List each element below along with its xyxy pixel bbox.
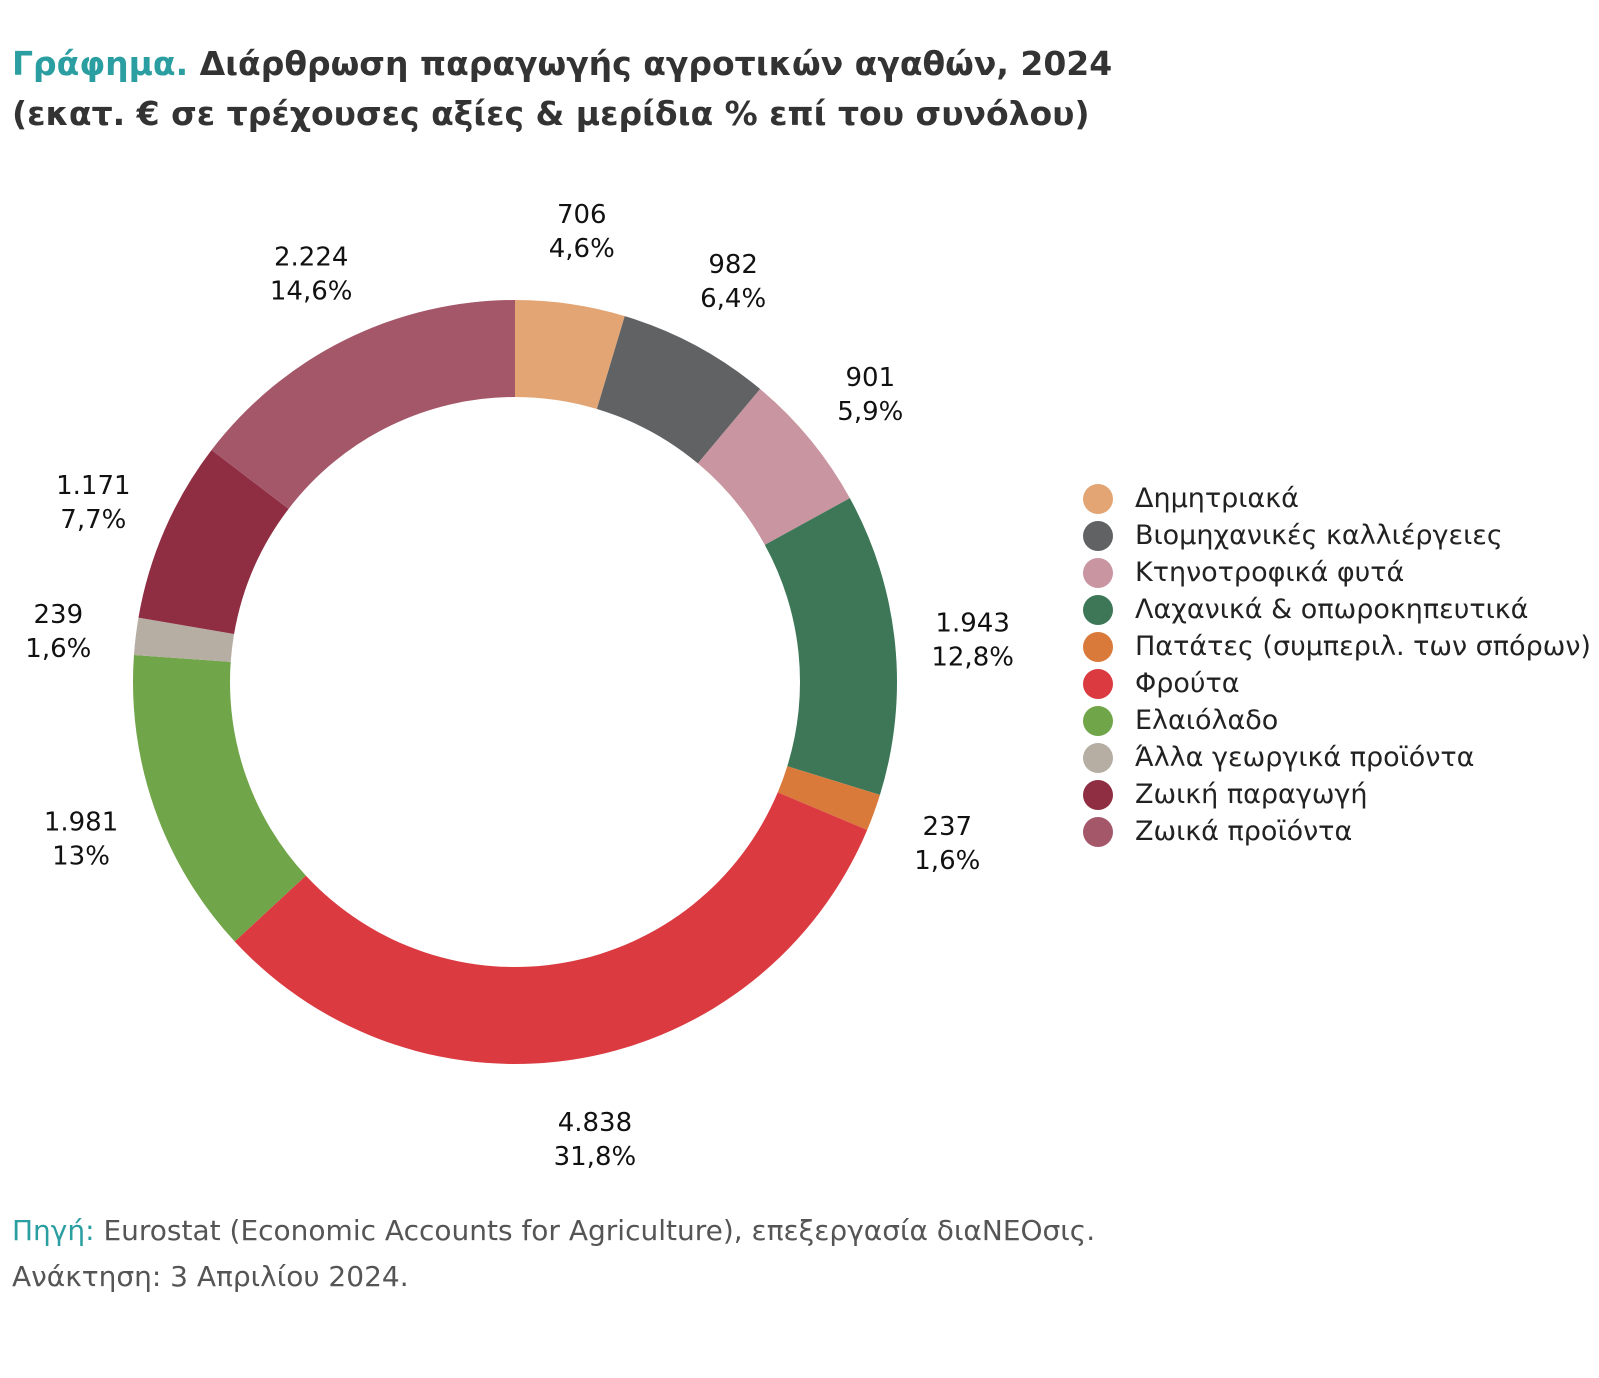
share-label-8: 7,7% [60,505,126,535]
value-label-5: 4.838 [558,1108,632,1138]
legend-swatch-0 [1083,483,1113,514]
value-label-7: 239 [33,600,83,630]
share-label-6: 13% [52,842,110,872]
legend-item-0: Δημητριακά [1083,480,1591,517]
slice-2 [697,389,850,545]
legend-item-2: Κτηνοτροφικά φυτά [1083,554,1591,591]
share-label-4: 1,6% [914,846,980,876]
legend-item-7: Άλλα γεωργικά προϊόντα [1083,739,1591,776]
legend-item-3: Λαχανικά & οπωροκηπευτικά [1083,591,1591,628]
value-label-0: 706 [557,200,607,230]
legend-item-4: Πατάτες (συμπεριλ. των σπόρων) [1083,628,1591,665]
chart-subtitle: (εκατ. € σε τρέχουσες αξίες & μερίδια % … [12,94,1090,133]
share-label-1: 6,4% [700,284,766,314]
chart-title-text: Διάρθρωση παραγωγής αγροτικών αγαθών, 20… [199,44,1113,83]
legend-label-2: Κτηνοτροφικά φυτά [1135,557,1405,588]
legend-label-1: Βιομηχανικές καλλιέργειες [1135,520,1503,551]
legend-label-8: Ζωική παραγωγή [1135,779,1368,810]
value-label-6: 1.981 [44,808,118,838]
source-note: Πηγή: Eurostat (Economic Accounts for Ag… [12,1208,1095,1300]
legend-swatch-9 [1083,816,1113,847]
share-label-7: 1,6% [25,634,91,664]
legend-swatch-8 [1083,779,1113,810]
legend-label-4: Πατάτες (συμπεριλ. των σπόρων) [1135,631,1591,662]
share-label-5: 31,8% [554,1142,637,1172]
legend-label-3: Λαχανικά & οπωροκηπευτικά [1135,594,1529,625]
slice-5 [234,792,868,1064]
slice-1 [596,316,761,464]
legend-label-6: Ελαιόλαδο [1135,705,1279,736]
value-label-3: 1.943 [935,609,1009,639]
legend-swatch-7 [1083,742,1113,773]
share-label-9: 14,6% [270,277,353,307]
legend-swatch-5 [1083,668,1113,699]
value-label-4: 237 [922,812,972,842]
slice-0 [515,300,625,410]
chart-title: Γράφημα. Διάρθρωση παραγωγής αγροτικών α… [12,40,1112,88]
slice-4 [777,766,880,830]
value-label-2: 901 [846,363,896,393]
source-text: Eurostat (Economic Accounts for Agricult… [103,1214,1096,1247]
legend-item-5: Φρούτα [1083,665,1591,702]
slice-8 [138,449,289,634]
legend-item-1: Βιομηχανικές καλλιέργειες [1083,517,1591,554]
value-label-9: 2.224 [274,243,348,273]
chart-title-prefix: Γράφημα. [12,44,189,83]
slice-6 [133,654,306,942]
slice-3 [764,498,898,795]
value-label-1: 982 [708,250,758,280]
source-prefix: Πηγή: [12,1214,95,1247]
share-label-3: 12,8% [931,643,1014,673]
retrieval-date: Ανάκτηση: 3 Απριλίου 2024. [12,1260,409,1293]
legend-swatch-4 [1083,631,1113,662]
legend-label-5: Φρούτα [1135,668,1240,699]
legend-label-9: Ζωικά προϊόντα [1135,816,1353,847]
legend-item-6: Ελαιόλαδο [1083,702,1591,739]
legend-label-0: Δημητριακά [1135,483,1299,514]
slice-7 [133,617,235,662]
legend-item-8: Ζωική παραγωγή [1083,776,1591,813]
share-label-2: 5,9% [837,397,903,427]
legend-swatch-1 [1083,520,1113,551]
value-label-8: 1.171 [56,471,130,501]
legend-swatch-6 [1083,705,1113,736]
legend-item-9: Ζωικά προϊόντα [1083,813,1591,850]
source-line: Πηγή: Eurostat (Economic Accounts for Ag… [12,1208,1095,1254]
legend-swatch-3 [1083,594,1113,625]
share-label-0: 4,6% [549,234,615,264]
chart-legend: Δημητριακά Βιομηχανικές καλλιέργειες Κτηνο… [1083,480,1591,850]
legend-label-7: Άλλα γεωργικά προϊόντα [1135,742,1475,773]
legend-swatch-2 [1083,557,1113,588]
slice-9 [211,300,515,509]
